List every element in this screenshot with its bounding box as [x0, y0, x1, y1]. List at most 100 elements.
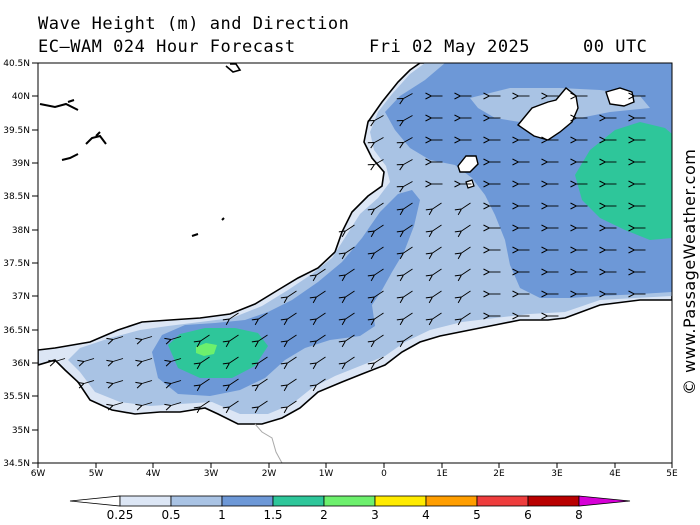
site-credit: © www.PassageWeather.com: [680, 148, 699, 395]
wave-arrow: [462, 290, 471, 297]
lon-tick-label: 5W: [89, 469, 104, 479]
wave-arrow: [375, 268, 384, 275]
legend-label: 1.5: [263, 508, 282, 522]
wave-arrow: [230, 356, 239, 363]
wave-arrow: [375, 202, 384, 209]
map-area: [38, 63, 672, 463]
lon-tick-label: 1E: [436, 469, 448, 479]
wave-arrow: [259, 356, 268, 363]
wave-arrow: [84, 358, 95, 362]
wave-arrow: [230, 378, 239, 385]
lat-tick-label: 34.5N: [3, 459, 30, 469]
legend-swatch: [425, 495, 478, 507]
lon-tick-label: 4W: [146, 469, 161, 479]
border-line: [254, 423, 283, 463]
lon-tick-label: 4E: [609, 469, 621, 479]
lat-tick-label: 36N: [12, 359, 30, 369]
wave-core-west: [168, 328, 268, 378]
wave-arrow: [171, 336, 182, 340]
wave-arrow: [404, 224, 413, 231]
lat-tick-label: 40N: [12, 92, 30, 102]
wave-arrow: [433, 202, 442, 209]
legend-label: 5: [473, 508, 481, 522]
lon-tick-label: 6W: [31, 469, 46, 479]
wave-arrow: [462, 246, 471, 253]
wave-arrow: [142, 402, 153, 406]
wave-arrow: [259, 400, 268, 407]
wave-arrow: [375, 334, 384, 341]
wave-arrow: [346, 334, 355, 341]
wave-arrow: [462, 224, 471, 231]
wave-arrow: [230, 312, 239, 319]
wave-arrow: [113, 402, 124, 406]
wave-arrow: [288, 290, 297, 297]
model-forecast-label: EC—WAM 024 Hour Forecast: [38, 37, 296, 57]
wave-arrow: [230, 334, 239, 341]
wave-arrow: [288, 378, 297, 385]
legend-label: 4: [422, 508, 430, 522]
wave-arrow: [288, 312, 297, 319]
latitude-axis: 40.5N 40N 39.5N 39N 38.5N 38N 37.5N 37N …: [3, 59, 38, 469]
lat-tick-label: 39N: [12, 159, 30, 169]
reservoir: [61, 153, 79, 161]
wave-arrow: [317, 290, 326, 297]
wave-arrow: [433, 246, 442, 253]
legend-swatch: [119, 495, 172, 507]
wave-arrow: [433, 312, 442, 319]
wave-arrow: [317, 268, 326, 275]
lat-tick-label: 35.5N: [3, 392, 30, 402]
lat-tick-label: 36.5N: [3, 326, 30, 336]
lon-tick-label: 3E: [551, 469, 563, 479]
lon-tick-label: 5E: [666, 469, 678, 479]
island-ibiza: [457, 155, 479, 173]
lon-tick-label: 2E: [493, 469, 505, 479]
wave-arrow: [230, 400, 239, 407]
wave-arrow: [375, 159, 384, 165]
wave-arrow: [201, 356, 210, 363]
wave-arrow: [462, 268, 471, 275]
lat-tick-label: 38N: [12, 226, 30, 236]
wave-arrow: [346, 356, 355, 363]
wave-arrow: [375, 137, 384, 143]
lat-tick-label: 37N: [12, 292, 30, 302]
wave-arrow: [317, 312, 326, 319]
wave-height-legend: 0.25 0.5 1 1.5 2 3 4 5 6 8: [69, 495, 631, 522]
legend-swatch: [578, 495, 631, 507]
wave-arrow: [346, 268, 355, 275]
wave-arrow: [346, 224, 355, 231]
lon-tick-label: 1W: [319, 469, 334, 479]
lat-tick-label: 35N: [12, 426, 30, 436]
wave-arrow: [404, 159, 413, 165]
island-menorca: [605, 87, 635, 107]
legend-label: 8: [575, 508, 583, 522]
wave-arrow: [142, 380, 153, 384]
wave-arrow: [259, 312, 268, 319]
wave-arrow: [404, 202, 413, 209]
legend-swatch: [170, 495, 223, 507]
wave-arrow: [346, 312, 355, 319]
wave-arrow: [317, 334, 326, 341]
lat-tick-label: 39.5N: [3, 126, 30, 136]
reservoir: [191, 217, 225, 237]
wave-arrow: [317, 378, 326, 385]
legend-swatch: [221, 495, 274, 507]
wave-peak-west: [196, 343, 217, 356]
wave-arrow: [346, 290, 355, 297]
legend-swatch: [272, 495, 325, 507]
wave-arrow: [346, 246, 355, 253]
legend-swatch: [323, 495, 376, 507]
reservoir: [39, 99, 79, 111]
lat-tick-label: 38.5N: [3, 192, 30, 202]
wave-arrow: [404, 334, 413, 341]
wave-arrow: [404, 137, 413, 143]
lon-tick-label: 0: [381, 469, 387, 479]
forecast-hour: 00 UTC: [583, 37, 648, 57]
legend-label: 0.5: [161, 508, 180, 522]
wave-arrow: [113, 358, 124, 362]
wave-arrow: [375, 312, 384, 319]
wave-arrow: [171, 380, 182, 384]
wave-arrow: [404, 312, 413, 319]
wave-arrow: [288, 356, 297, 363]
legend-label: 6: [524, 508, 532, 522]
